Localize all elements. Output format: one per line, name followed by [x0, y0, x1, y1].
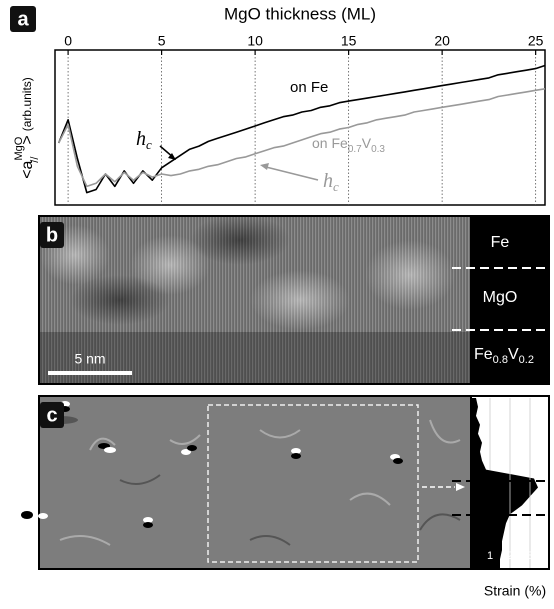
texture: [59, 419, 461, 546]
x-axis-label: MgO thickness (ML): [224, 4, 376, 23]
line-chart: 0 5 10 15 20 25: [57, 33, 546, 205]
label-sub: 0.3: [371, 144, 385, 155]
strain-area: [470, 398, 538, 568]
x-axis-label: Strain (%): [484, 583, 546, 599]
annotation-sub: c: [146, 137, 152, 152]
scale-bar-label: 5 nm: [74, 351, 105, 367]
label-part: V: [508, 346, 519, 363]
y-label-part: <a: [19, 160, 36, 178]
x-tick-label: 15: [341, 33, 357, 49]
panel-badge: [40, 222, 64, 248]
panel-badge: [10, 6, 36, 32]
x-tick-label: 2: [507, 550, 513, 562]
texture: [70, 275, 170, 325]
arrowhead: [456, 483, 465, 491]
y-label-sub: //: [29, 156, 41, 163]
panel-letter: c: [46, 404, 57, 426]
x-tick-label: 1: [487, 550, 493, 562]
arrowhead: [260, 163, 269, 170]
defect: [143, 517, 153, 523]
defect: [181, 449, 191, 455]
defect: [21, 511, 33, 519]
label-part: on Fe: [312, 135, 348, 151]
panel-letter: a: [17, 8, 29, 30]
x-tick-label: 3: [527, 550, 533, 562]
y-label-part: >: [19, 135, 36, 144]
defect: [143, 522, 153, 528]
annotation-part: h: [136, 128, 146, 150]
layer-label: Fe0.8V0.2: [474, 346, 534, 366]
strain-profile: 1 2 3: [470, 398, 538, 568]
texture: [190, 215, 290, 265]
defect: [38, 513, 48, 519]
y-label-sup: MgO: [13, 136, 25, 160]
defect: [291, 448, 301, 454]
strain-map-features: [21, 401, 461, 546]
arrow: [265, 166, 319, 181]
y-axis-label: <aMgO // > (arb.units): [13, 77, 41, 179]
x-tick-label: 10: [247, 33, 263, 49]
arrowhead: [168, 153, 176, 160]
defect: [104, 447, 116, 453]
plot-frame: [54, 49, 546, 206]
label-part: Fe: [474, 346, 493, 363]
panel-badge: [40, 402, 64, 428]
x-tick-label: 5: [158, 33, 166, 49]
defect: [187, 445, 197, 451]
texture: [119, 474, 461, 546]
texture: [365, 240, 455, 310]
label-sub: 0.8: [493, 354, 508, 366]
defect: [291, 453, 301, 459]
data-line: [57, 88, 546, 188]
x-tick-label: 25: [528, 33, 544, 49]
defect: [393, 458, 403, 464]
series-label: on Fe: [290, 79, 328, 96]
x-tick-label: 20: [434, 33, 450, 49]
layer-label: Fe: [491, 234, 510, 251]
label-part: V: [362, 135, 372, 151]
series-label: on Fe0.7V0.3: [312, 135, 385, 155]
texture: [250, 270, 350, 330]
y-label-units: (arb.units): [20, 77, 34, 131]
region-box: [207, 404, 419, 563]
annotation-part: h: [323, 170, 333, 192]
scale-bar: [48, 371, 132, 375]
annotation-sub: c: [333, 179, 339, 194]
annotation: hc: [136, 128, 152, 152]
label-sub: 0.7: [348, 144, 362, 155]
layer-label: MgO: [483, 289, 518, 306]
panel-letter: b: [46, 224, 58, 246]
annotation: hc: [323, 170, 339, 194]
strain-map: [40, 397, 470, 568]
x-tick-label: 0: [64, 33, 72, 49]
label-sub: 0.2: [519, 354, 534, 366]
